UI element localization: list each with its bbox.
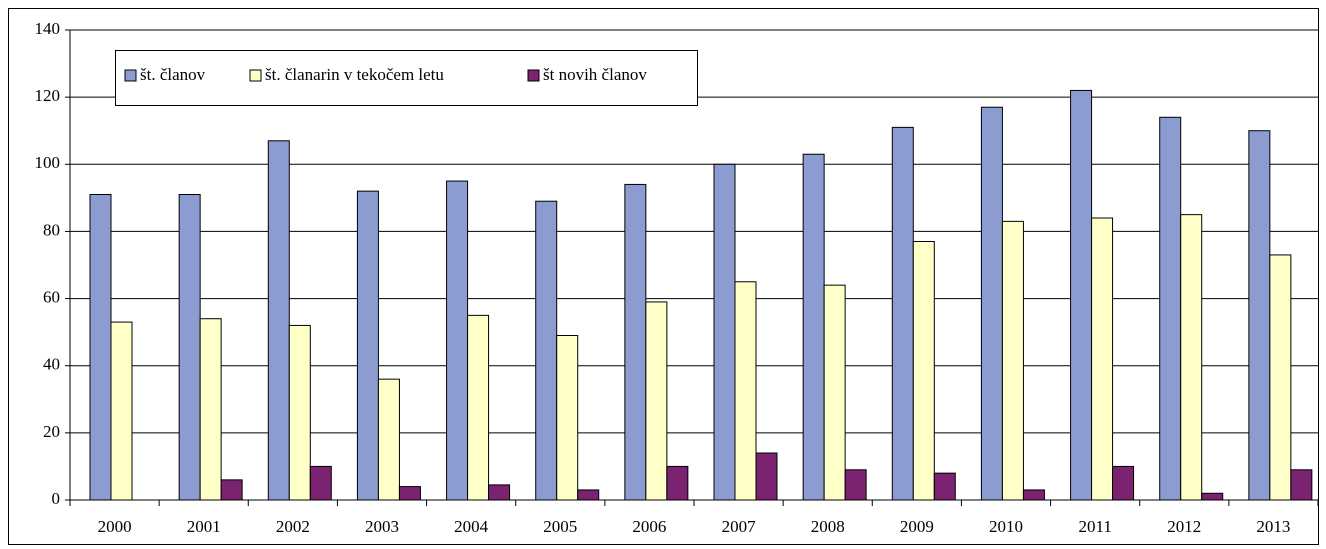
- bar: [802, 153, 825, 501]
- x-tick-label: 2005: [543, 517, 577, 536]
- x-tick-label: 2008: [811, 517, 845, 536]
- bar: [666, 465, 689, 501]
- bar: [267, 140, 290, 501]
- bar: [1022, 489, 1045, 501]
- bar: [110, 321, 133, 501]
- y-tick-label: 120: [35, 86, 61, 105]
- legend-label: št novih članov: [543, 65, 647, 84]
- legend-box: [115, 50, 698, 106]
- x-tick-label: 2012: [1167, 517, 1201, 536]
- bar: [645, 301, 668, 501]
- bar: [755, 452, 778, 501]
- x-tick-label: 2006: [632, 517, 666, 536]
- x-tick-label: 2001: [187, 517, 221, 536]
- bar: [199, 318, 222, 501]
- legend-swatch: [527, 69, 540, 82]
- x-tick-label: 2002: [276, 517, 310, 536]
- bar: [446, 180, 469, 501]
- bar: [912, 241, 935, 501]
- bar: [980, 106, 1003, 501]
- bar: [891, 126, 914, 501]
- x-tick-label: 2011: [1078, 517, 1111, 536]
- bar: [1112, 465, 1135, 501]
- y-tick-label: 140: [35, 19, 61, 38]
- bar: [1091, 217, 1114, 501]
- bar: [1248, 130, 1271, 501]
- bar: [577, 489, 600, 501]
- bar: [556, 335, 579, 501]
- x-tick-label: 2000: [98, 517, 132, 536]
- x-tick-label: 2003: [365, 517, 399, 536]
- x-tick-label: 2013: [1256, 517, 1290, 536]
- bar: [1159, 116, 1182, 501]
- y-tick-label: 60: [43, 287, 60, 306]
- y-tick-label: 20: [43, 422, 60, 441]
- bar: [933, 472, 956, 501]
- y-tick-label: 0: [52, 489, 61, 508]
- bar: [288, 324, 311, 501]
- legend-swatch: [249, 69, 262, 82]
- bar: [823, 284, 846, 501]
- bar: [1201, 492, 1224, 501]
- bar: [1180, 214, 1203, 501]
- x-tick-label: 2010: [989, 517, 1023, 536]
- bar: [844, 469, 867, 501]
- bar: [467, 314, 490, 501]
- bar: [1269, 254, 1292, 501]
- legend-label: št. članarin v tekočem letu: [265, 65, 444, 84]
- bar: [309, 465, 332, 501]
- x-tick-label: 2009: [900, 517, 934, 536]
- bar: [535, 200, 558, 501]
- bar: [398, 486, 421, 501]
- bar: [220, 479, 243, 501]
- legend-swatch: [124, 69, 137, 82]
- bar: [1070, 89, 1093, 501]
- y-tick-label: 100: [35, 153, 61, 172]
- x-tick-label: 2004: [454, 517, 489, 536]
- bar: [1001, 220, 1024, 501]
- bar: [89, 194, 112, 501]
- y-tick-label: 80: [43, 220, 60, 239]
- bar: [1290, 469, 1313, 501]
- bar: [488, 484, 511, 501]
- bar: [377, 378, 400, 501]
- y-tick-label: 40: [43, 355, 60, 374]
- x-tick-label: 2007: [722, 517, 757, 536]
- bar: [713, 163, 736, 501]
- bar: [178, 194, 201, 501]
- legend-label: št. članov: [140, 65, 206, 84]
- bar: [356, 190, 379, 501]
- bar: [734, 281, 757, 501]
- bar: [624, 183, 647, 501]
